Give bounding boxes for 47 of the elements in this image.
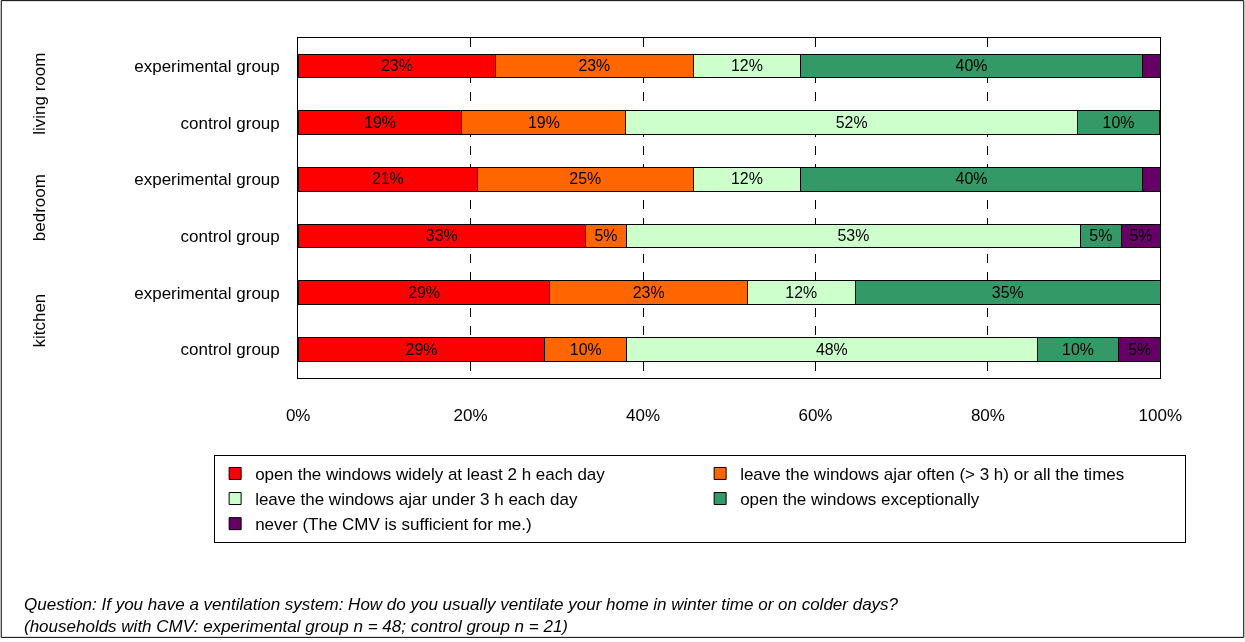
data-label: 40% (955, 170, 988, 188)
data-label: 23% (578, 57, 611, 75)
data-label: 10% (1102, 113, 1135, 131)
y-tick-label: control group (180, 340, 280, 360)
data-label: 10% (1062, 340, 1094, 358)
x-tick-label: 40% (626, 406, 661, 426)
text: Question: If you have a ventilation system: How do you usually ventilate your home in winter time or on colder days? (households with CMV: experimental group n = 48; control group n = 21) (24, 595, 899, 637)
x-tick-label: 60% (798, 406, 833, 426)
data-label: 19% (527, 113, 560, 131)
data-label: 5% (1129, 227, 1153, 245)
legend-label: open the windows widely at least 2 h each day (255, 465, 606, 485)
legend-label: leave the windows ajar under 3 h each day (255, 490, 578, 510)
data-label: 52% (835, 113, 868, 131)
legend-label: leave the windows ajar often (> 3 h) or all the times (740, 465, 1125, 485)
data-label: 10% (569, 340, 602, 358)
data-label: 29% (405, 340, 438, 358)
text: bedroom (29, 174, 49, 242)
data-label: 25% (569, 170, 602, 188)
data-label: 12% (731, 170, 763, 188)
text: kitchen (30, 293, 50, 348)
data-label: 23% (380, 57, 413, 75)
data-label: 19% (364, 113, 396, 131)
data-label: 21% (371, 170, 404, 188)
data-label: 12% (731, 57, 763, 75)
data-label: 53% (837, 227, 870, 245)
data-label: 12% (785, 283, 818, 301)
data-label: 48% (815, 340, 848, 358)
x-tick-label: 0% (285, 406, 311, 426)
x-tick-label: 100% (1138, 406, 1183, 426)
data-label: 23% (632, 283, 665, 301)
data-label: 35% (991, 283, 1024, 301)
data-label: 5% (1089, 227, 1113, 245)
y-tick-label: control group (180, 226, 280, 246)
legend-label: never (The CMV is sufficient for me.) (255, 515, 532, 535)
data-label: 5% (594, 227, 618, 245)
data-label: 29% (408, 283, 440, 301)
text: living room (30, 52, 50, 135)
y-tick-label: experimental group (134, 170, 280, 190)
data-label: 33% (425, 227, 458, 245)
y-tick-label: experimental group (134, 56, 280, 76)
legend-label: open the windows exceptionally (740, 490, 980, 510)
x-tick-label: 80% (970, 406, 1005, 426)
y-tick-label: experimental group (134, 283, 280, 303)
data-label: 5% (1128, 340, 1152, 358)
y-tick-label: control group (180, 113, 280, 133)
data-label: 40% (955, 57, 988, 75)
x-tick-label: 20% (453, 406, 488, 426)
